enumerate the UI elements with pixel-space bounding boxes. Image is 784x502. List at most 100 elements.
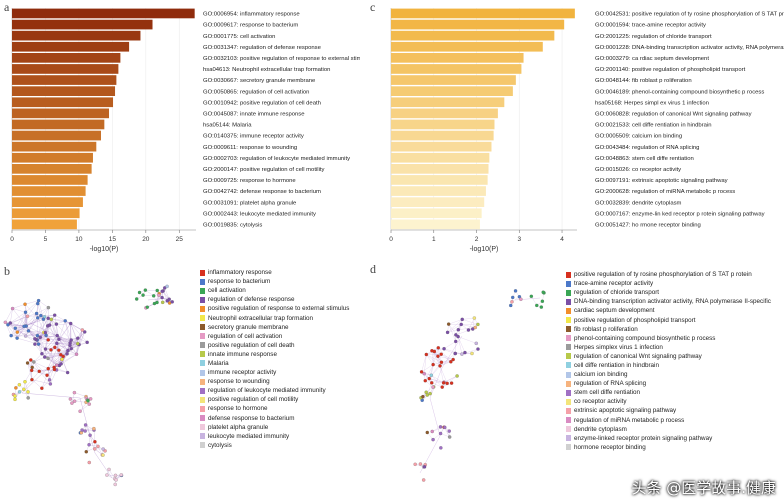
bar [12, 130, 101, 141]
network-node [52, 367, 57, 372]
legend-label: hormone receptor binding [574, 443, 646, 451]
category-label: GO:0001594: trace-amine receptor activit… [595, 23, 706, 29]
legend-item: immune receptor activity [200, 368, 349, 377]
network-node [66, 348, 70, 353]
legend-label: cell diffe rentiation in hindbrain [574, 361, 659, 369]
watermark-text: 头条 @医学故事.健康 [631, 479, 776, 497]
network-node [35, 333, 40, 338]
network-node [26, 390, 30, 394]
network-node [431, 362, 435, 367]
legend-item: Herpes simplex virus 1 infection [566, 343, 771, 352]
legend-swatch [566, 398, 571, 405]
network-node [60, 357, 64, 362]
network-node [13, 326, 18, 330]
legend-label: immune receptor activity [208, 369, 277, 377]
network-node [539, 305, 544, 309]
category-label: GO:0001775: cell activation [203, 34, 275, 40]
network-node [83, 429, 87, 433]
network-node [424, 352, 429, 357]
legend-swatch [200, 360, 205, 367]
network-node [429, 373, 434, 377]
legend-swatch [566, 271, 571, 278]
network-node [449, 381, 454, 385]
network-node [55, 333, 59, 338]
legend-item: response to wounding [200, 377, 349, 386]
legend-item: inflammatory response [200, 268, 349, 277]
legend-swatch [566, 317, 571, 324]
network-node [88, 397, 93, 401]
legend-swatch [566, 362, 571, 369]
network-node [456, 328, 461, 332]
legend-d: positive regulation of ty rosine phospho… [566, 270, 771, 452]
legend-label: secretory granule membrane [208, 323, 289, 331]
legend-label: extrinsic apoptotic signaling pathway [574, 407, 677, 415]
network-node [13, 394, 17, 398]
network-node [30, 365, 34, 370]
x-tick-label: 15 [109, 236, 117, 243]
network-node [92, 426, 96, 431]
network-node [438, 431, 443, 436]
x-tick-label: 20 [142, 236, 150, 243]
network-node [170, 300, 174, 304]
network-edges [5, 286, 173, 485]
network-node [38, 335, 42, 340]
legend-item: innate immune response [200, 350, 349, 359]
legend-item: stem cell diffe rentiation [566, 388, 771, 397]
bar [12, 152, 93, 163]
legend-item: positive regulation of ty rosine phospho… [566, 270, 771, 279]
network-node [43, 347, 48, 351]
network-node [440, 385, 444, 389]
legend-swatch [200, 378, 205, 385]
x-tick-label: 25 [176, 236, 184, 243]
legend-label: regulation of miRNA metabolic p rocess [574, 416, 685, 424]
x-tick-label: 0 [10, 236, 14, 243]
bar [12, 141, 97, 152]
network-node [65, 352, 69, 356]
network-node [74, 352, 79, 356]
network-node [15, 330, 20, 334]
category-label: GO:0043484: regulation of RNA splicing [595, 145, 699, 151]
network-edges [415, 290, 545, 474]
network-node [419, 370, 424, 374]
network-node [25, 314, 30, 319]
category-label: GO:0019835: cytolysis [203, 222, 262, 228]
network-node [34, 311, 39, 316]
legend-swatch [200, 269, 205, 276]
legend-item: regulation of chloride transport [566, 288, 771, 297]
legend-label: regulation of RNA splicing [574, 380, 647, 388]
bar [391, 19, 565, 30]
category-label: GO:0031347: regulation of defense respon… [203, 45, 322, 51]
network-node [68, 397, 73, 401]
network-node [540, 299, 545, 303]
network-node [442, 347, 446, 351]
category-label: GO:0060828: regulation of canonical Wnt … [595, 111, 752, 117]
legend-label: inflammatory response [208, 269, 272, 277]
legend-label: Neutrophil extracellular trap formation [208, 314, 313, 322]
legend-item: positive regulation of phospholipid tran… [566, 315, 771, 324]
network-node [46, 305, 51, 310]
network-node [466, 328, 471, 332]
legend-label: regulation of canonical Wnt signaling pa… [574, 352, 702, 360]
network-node [39, 313, 43, 318]
legend-label: regulation of leukocyte mediated immunit… [208, 387, 326, 395]
category-label: GO:0002443: leukocyte mediated immunity [203, 211, 316, 217]
network-node [428, 391, 432, 396]
network-node [36, 342, 41, 346]
network-node [72, 399, 77, 403]
category-label: GO:0042531: positive regulation of ty ro… [595, 12, 784, 18]
network-node [78, 409, 82, 413]
legend-label: cardiac septum development [574, 307, 655, 315]
legend-swatch [566, 353, 571, 360]
legend-item: regulation of canonical Wnt signaling pa… [566, 352, 771, 361]
category-label: GO:0140375: immune receptor activity [203, 134, 304, 140]
bar [12, 186, 86, 196]
legend-label: Malaria [208, 359, 229, 367]
bar [391, 64, 522, 74]
network-node [80, 428, 84, 432]
bar [12, 164, 92, 174]
network-node [474, 341, 478, 346]
x-axis-label: -log10(P) [90, 246, 119, 253]
network-node [25, 361, 30, 365]
network-node [49, 317, 53, 322]
network-node [454, 339, 458, 344]
